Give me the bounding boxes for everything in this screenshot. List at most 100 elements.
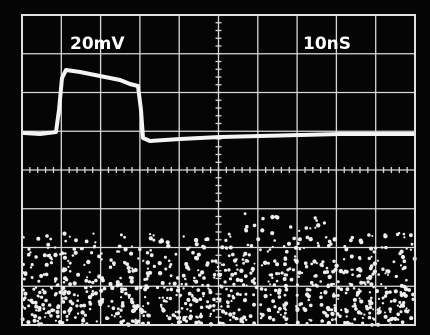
noise-dot xyxy=(231,253,235,257)
noise-dot xyxy=(285,288,289,292)
noise-dot xyxy=(344,308,347,311)
noise-dot xyxy=(304,261,308,265)
noise-dot xyxy=(144,311,146,313)
noise-dot xyxy=(177,320,181,324)
noise-dot xyxy=(269,248,272,251)
noise-dot xyxy=(384,294,387,297)
noise-dot xyxy=(94,279,98,283)
noise-dot xyxy=(69,236,71,238)
noise-dot xyxy=(158,261,162,265)
noise-dot xyxy=(43,253,47,257)
noise-dot xyxy=(260,317,263,320)
noise-dot xyxy=(236,318,239,321)
noise-dot xyxy=(90,285,93,288)
noise-dot xyxy=(162,297,164,299)
noise-dot xyxy=(270,294,272,296)
noise-dot xyxy=(333,237,337,241)
noise-dot xyxy=(314,227,316,229)
noise-dot xyxy=(389,311,391,313)
noise-dot xyxy=(377,312,380,315)
noise-dot xyxy=(128,294,131,297)
noise-dot xyxy=(401,255,405,259)
noise-dot xyxy=(368,257,371,260)
noise-dot xyxy=(305,265,308,268)
noise-dot xyxy=(146,251,149,254)
noise-dot xyxy=(330,283,333,286)
noise-dot xyxy=(200,306,203,309)
noise-dot xyxy=(201,245,205,249)
noise-dot xyxy=(44,316,46,318)
noise-dot xyxy=(68,313,70,315)
noise-dot xyxy=(131,301,135,305)
noise-dot xyxy=(386,269,390,273)
noise-dot xyxy=(227,268,230,271)
noise-dot xyxy=(277,291,281,295)
noise-dot xyxy=(290,278,294,282)
noise-dot xyxy=(247,260,250,263)
noise-dot xyxy=(169,282,171,284)
noise-dot xyxy=(224,239,227,242)
noise-dot xyxy=(353,318,356,321)
noise-dot xyxy=(166,240,170,244)
noise-dot xyxy=(273,283,276,286)
noise-dot xyxy=(371,273,374,276)
noise-dot xyxy=(161,281,165,285)
noise-dot xyxy=(380,283,382,285)
noise-dot xyxy=(397,318,399,320)
noise-dot xyxy=(206,284,209,287)
noise-dot xyxy=(49,314,52,317)
noise-dot xyxy=(242,262,245,265)
noise-dot xyxy=(30,266,32,268)
noise-dot xyxy=(298,276,300,278)
noise-dot xyxy=(245,225,249,229)
noise-dot xyxy=(284,284,288,288)
noise-dot xyxy=(177,310,181,314)
noise-dot xyxy=(338,315,341,318)
noise-dot xyxy=(396,233,399,236)
noise-dot xyxy=(210,313,212,315)
noise-dot xyxy=(176,276,180,280)
noise-dot xyxy=(147,275,150,278)
noise-dot xyxy=(285,274,288,277)
noise-dot xyxy=(63,310,67,314)
noise-dot xyxy=(193,277,196,280)
noise-dot xyxy=(138,248,141,251)
noise-dot xyxy=(254,263,256,265)
noise-dot xyxy=(228,233,231,236)
noise-dot xyxy=(243,298,247,302)
noise-dot xyxy=(232,315,235,318)
noise-dot xyxy=(192,286,194,288)
noise-dot xyxy=(88,280,91,283)
noise-dot xyxy=(256,237,260,241)
noise-dot xyxy=(179,295,181,297)
noise-dot xyxy=(368,312,371,315)
noise-dot xyxy=(205,263,209,267)
noise-dot xyxy=(275,215,279,219)
noise-dot xyxy=(33,314,37,318)
noise-dot xyxy=(372,317,374,319)
noise-dot xyxy=(353,298,357,302)
noise-dot xyxy=(147,268,149,270)
noise-dot xyxy=(149,249,152,252)
noise-dot xyxy=(294,255,296,257)
noise-dot xyxy=(267,250,269,252)
noise-dot xyxy=(230,289,233,292)
noise-dot xyxy=(238,308,241,311)
noise-dot xyxy=(68,282,72,286)
noise-dot xyxy=(227,305,230,308)
noise-dot xyxy=(382,302,384,304)
noise-dot xyxy=(74,238,78,242)
noise-dot xyxy=(229,246,233,250)
noise-dot xyxy=(69,270,72,273)
noise-dot xyxy=(142,305,144,307)
noise-dot xyxy=(239,279,243,283)
noise-dot xyxy=(269,283,271,285)
noise-dot xyxy=(77,312,79,314)
noise-dot xyxy=(55,292,58,295)
noise-dot xyxy=(276,280,279,283)
noise-dot xyxy=(325,270,329,274)
noise-dot xyxy=(236,278,240,282)
noise-dot xyxy=(298,304,301,307)
noise-dot xyxy=(97,255,101,259)
noise-dot xyxy=(287,242,291,246)
